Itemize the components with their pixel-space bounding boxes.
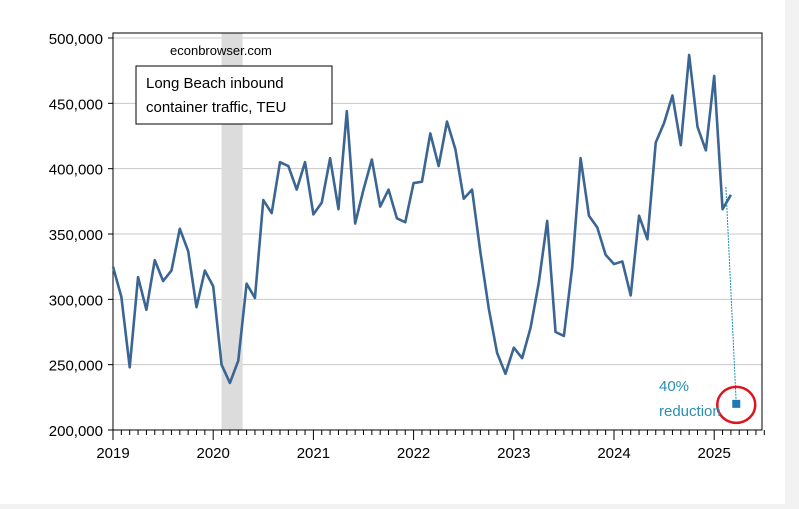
plot-frame — [112, 32, 763, 431]
chart-container: 200,000 250,000 300,000 350,000 400,000 450,0… — [0, 0, 785, 504]
recession-band — [221, 33, 243, 430]
source-label: econbrowser.com — [170, 43, 272, 58]
legend-box — [135, 65, 333, 125]
x-tick-label: 2025 — [698, 445, 731, 462]
legend-line-2: container traffic, TEU — [146, 99, 286, 116]
y-tick-label: 200,000 — [49, 423, 103, 440]
x-tick-label: 2023 — [497, 445, 530, 462]
x-tick-label: 2022 — [397, 445, 430, 462]
annotation-text: reduction — [659, 403, 721, 420]
series-line — [111, 53, 733, 385]
legend-line-1: Long Beach inbound — [146, 75, 284, 92]
annotation-text: 40% — [659, 378, 689, 395]
y-tick-label: 250,000 — [49, 358, 103, 375]
y-tick-label: 400,000 — [49, 162, 103, 179]
projection-line — [725, 186, 737, 404]
y-tick-label: 350,000 — [49, 227, 103, 244]
highlight-circle — [716, 385, 757, 425]
y-tick-label: 300,000 — [49, 292, 103, 309]
x-tick-label: 2024 — [597, 445, 630, 462]
x-tick-label: 2019 — [96, 445, 129, 462]
x-tick-label: 2021 — [297, 445, 330, 462]
y-tick-label: 500,000 — [49, 31, 103, 48]
x-tick-label: 2020 — [197, 445, 230, 462]
projection-marker — [732, 399, 741, 408]
y-tick-label: 450,000 — [49, 96, 103, 113]
line-chart: 200,000 250,000 300,000 350,000 400,000 450,0… — [49, 31, 765, 462]
